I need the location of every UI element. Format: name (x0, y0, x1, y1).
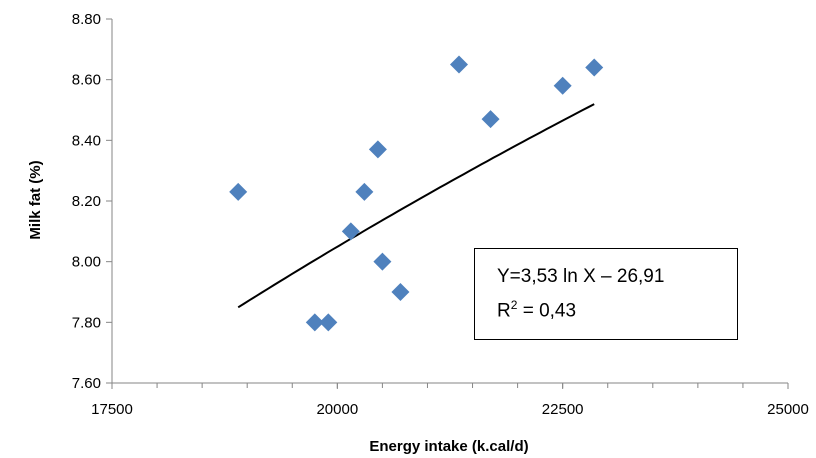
data-point (391, 283, 410, 301)
x-tick-label: 22500 (542, 401, 584, 418)
data-point (368, 140, 387, 159)
y-tick-label: 7.80 (72, 314, 101, 331)
data-point (481, 110, 500, 129)
y-tick-label: 8.00 (72, 254, 101, 271)
equation-text: Y=3,53 ln X – 26,91 (497, 266, 665, 287)
y-tick-label: 8.80 (72, 11, 101, 28)
ticks (106, 18, 789, 389)
data-point (341, 222, 360, 241)
x-tick-label: 20000 (316, 401, 358, 418)
equation-box: Y=3,53 ln X – 26,91 R2 = 0,43 (474, 248, 738, 340)
y-tick-label: 8.60 (72, 72, 101, 89)
y-axis-title: Milk fat (%) (27, 160, 44, 239)
y-tick-label: 8.20 (72, 193, 101, 210)
r-squared-symbol: R (497, 300, 511, 322)
y-tick-label: 7.60 (72, 375, 101, 392)
data-point (319, 313, 338, 332)
x-axis-title: Energy intake (k.cal/d) (369, 438, 528, 455)
data-points (229, 55, 604, 332)
equation-line: Y=3,53 ln X – 26,91 (497, 263, 737, 291)
x-tick-label: 17500 (91, 401, 133, 418)
data-point (229, 182, 248, 201)
x-tick-label: 25000 (767, 401, 809, 418)
r-squared-line: R2 = 0,43 (497, 291, 737, 325)
data-point (553, 76, 572, 95)
data-point (305, 313, 324, 332)
r-squared-value: = 0,43 (517, 300, 577, 322)
trendline (237, 103, 595, 309)
data-point (585, 58, 604, 77)
r-squared-superscript: 2 (510, 298, 518, 312)
data-point (450, 55, 469, 74)
y-tick-label: 8.40 (72, 132, 101, 149)
data-point (373, 252, 392, 271)
data-point (355, 182, 374, 201)
